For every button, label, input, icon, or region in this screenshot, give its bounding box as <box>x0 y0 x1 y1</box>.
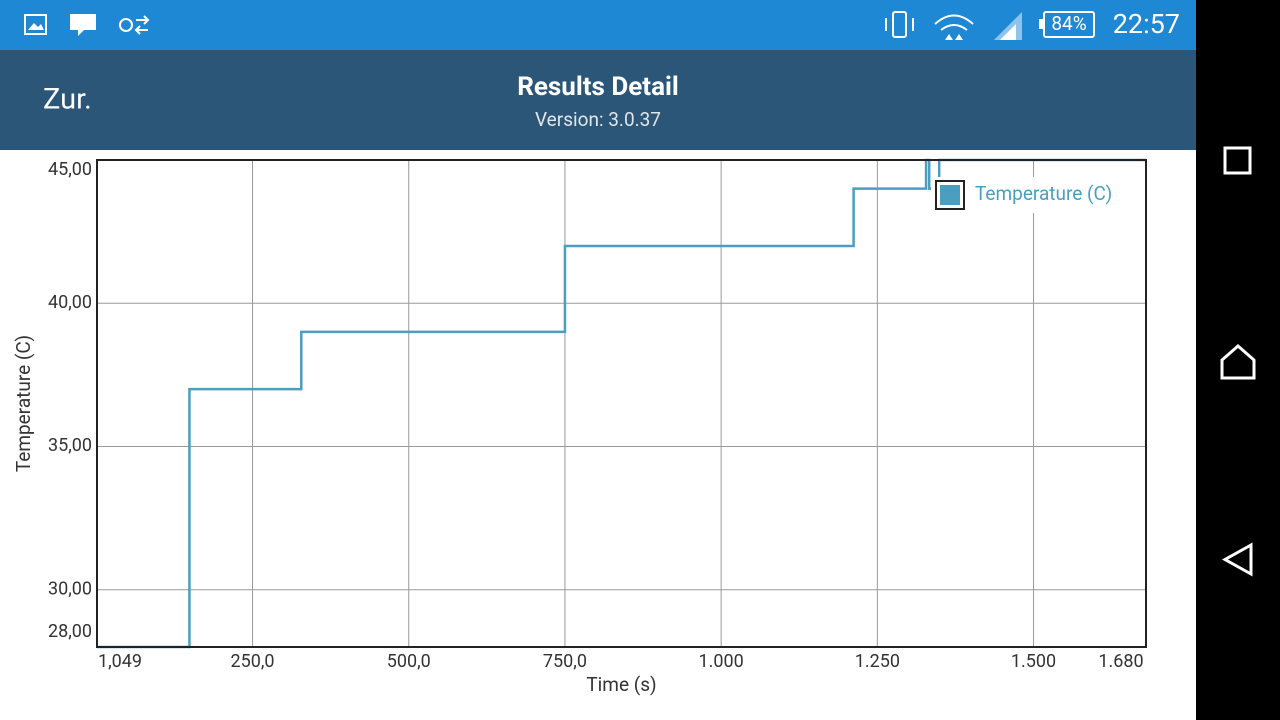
x-tick-label: 1.500 <box>1011 651 1056 672</box>
status-icons <box>24 11 1095 40</box>
battery-level: 84% <box>1051 12 1086 35</box>
y-tick-label: 30,00 <box>48 578 92 599</box>
x-tick-label: 1,049 <box>98 651 142 672</box>
nav-bar <box>1196 0 1280 720</box>
x-tick-label: 1.250 <box>855 651 900 672</box>
back-button[interactable]: Zur. <box>43 83 92 117</box>
plot-border <box>96 159 1147 648</box>
y-tick-label: 35,00 <box>48 435 92 456</box>
app-subtitle: Version: 3.0.37 <box>535 108 661 131</box>
x-tick-label: 1.680 <box>1098 651 1143 672</box>
back-nav-button[interactable] <box>1221 542 1253 577</box>
legend-label: Temperature (C) <box>975 182 1112 205</box>
x-axis-label: Time (s) <box>586 673 656 696</box>
status-bar <box>0 0 1196 50</box>
home-button[interactable] <box>1220 344 1256 380</box>
legend-swatch <box>940 185 960 205</box>
plot-area <box>97 160 1146 647</box>
x-tick-label: 250,0 <box>231 651 275 672</box>
recents-button[interactable] <box>1223 146 1252 175</box>
x-tick-label: 500,0 <box>387 651 431 672</box>
x-tick-label: 750,0 <box>543 651 587 672</box>
y-axis-label: Temperature (C) <box>12 335 35 472</box>
chart: 28,00 30,00 35,00 40,00 45,00 1,049 250,0 500,0… <box>12 158 1147 696</box>
app-title: Results Detail <box>517 72 679 102</box>
clock: 22:57 <box>1113 8 1180 40</box>
y-tick-label: 45,00 <box>48 159 92 180</box>
app-bar <box>0 50 1196 150</box>
y-tick-label: 40,00 <box>48 292 92 313</box>
y-tick-label: 28,00 <box>48 621 92 642</box>
x-tick-label: 1.000 <box>699 651 744 672</box>
